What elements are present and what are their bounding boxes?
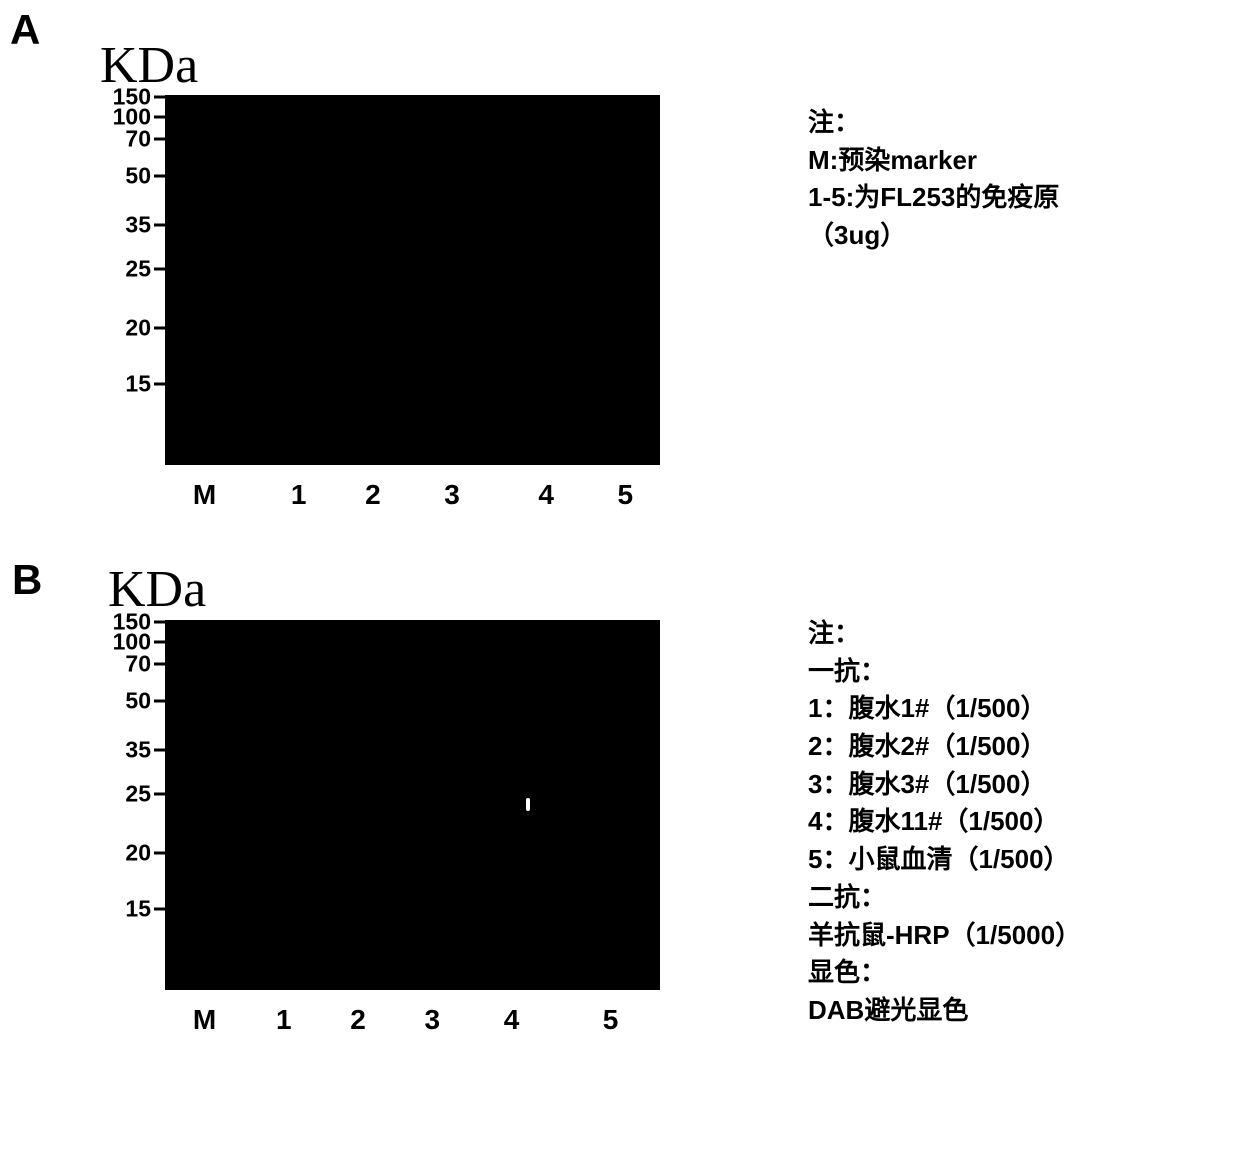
panel-a-mw-value: 35: [125, 211, 151, 238]
panel-a-lane-label: 1: [291, 479, 307, 511]
panel-b-mw-label: 70: [125, 651, 165, 678]
panel-b-notes-line: 5：小鼠血清（1/500）: [808, 841, 1081, 879]
panel-b-mw-value: 50: [125, 688, 151, 715]
tick-dash: [154, 852, 165, 855]
panel-a-lane-label: 5: [618, 479, 634, 511]
panel-b-notes: 注：一抗：1：腹水1#（1/500）2：腹水2#（1/500）3：腹水3#（1/…: [808, 615, 1081, 1030]
panel-b-lane-label: 5: [603, 1004, 619, 1036]
panel-a-notes-line: 1-5:为FL253的免疫原: [808, 179, 1059, 217]
panel-a-mw-labels: 150100705035252015: [103, 95, 165, 465]
panel-b-mw-value: 35: [125, 736, 151, 763]
panel-a-label: A: [10, 6, 40, 54]
panel-b-mw-value: 70: [125, 651, 151, 678]
panel-b-mw-value: 20: [125, 840, 151, 867]
panel-a-lane-label: 4: [538, 479, 554, 511]
tick-dash: [154, 223, 165, 226]
panel-b-mw-value: 15: [125, 895, 151, 922]
panel-a-mw-label: 25: [125, 255, 165, 282]
panel-b-mw-label: 25: [125, 780, 165, 807]
panel-a-mw-label: 35: [125, 211, 165, 238]
panel-b-notes-line: 羊抗鼠-HRP（1/5000）: [808, 917, 1081, 955]
tick-dash: [154, 138, 165, 141]
panel-a-lane-label: M: [193, 479, 216, 511]
panel-a-notes-line: M:预染marker: [808, 142, 1059, 180]
panel-a-lane-label: 2: [365, 479, 381, 511]
panel-b-lane-label: 3: [425, 1004, 441, 1036]
panel-a-mw-label: 50: [125, 163, 165, 190]
tick-dash: [154, 95, 165, 98]
panel-a-mw-label: 15: [125, 370, 165, 397]
panel-a-mw-label: 70: [125, 126, 165, 153]
tick-dash: [154, 267, 165, 270]
panel-a-mw-label: 20: [125, 315, 165, 342]
panel-b-notes-heading: 注：: [808, 615, 1081, 653]
panel-a-mw-value: 70: [125, 126, 151, 153]
panel-b-mw-label: 35: [125, 736, 165, 763]
panel-a-mw-value: 25: [125, 255, 151, 282]
panel-b-notes-line: 1：腹水1#（1/500）: [808, 690, 1081, 728]
panel-b-lane-label: 4: [504, 1004, 520, 1036]
panel-b-notes-line: 一抗：: [808, 653, 1081, 691]
tick-dash: [154, 382, 165, 385]
panel-b-mw-label: 15: [125, 895, 165, 922]
panel-a-lane-label: 3: [444, 479, 460, 511]
panel-a-mw-value: 20: [125, 315, 151, 342]
panel-a-notes-heading: 注：: [808, 104, 1059, 142]
tick-dash: [154, 907, 165, 910]
panel-b-notes-line: 4：腹水11#（1/500）: [808, 803, 1081, 841]
panel-b-lane-label: 1: [276, 1004, 292, 1036]
tick-dash: [154, 620, 165, 623]
tick-dash: [154, 327, 165, 330]
tick-dash: [154, 700, 165, 703]
panel-b-gel: 150100705035252015 M12345: [165, 620, 660, 990]
panel-b-gel-wrap: 150100705035252015 M12345: [165, 620, 660, 990]
panel-b-notes-line: 3：腹水3#（1/500）: [808, 766, 1081, 804]
tick-dash: [154, 663, 165, 666]
tick-dash: [154, 641, 165, 644]
panel-b-mw-labels: 150100705035252015: [103, 620, 165, 990]
panel-b-label: B: [12, 556, 42, 604]
panel-b-lane-label: M: [193, 1004, 216, 1036]
tick-dash: [154, 792, 165, 795]
panel-a-gel-wrap: 150100705035252015 M12345: [165, 95, 660, 465]
panel-b-notes-line: DAB避光显色: [808, 992, 1081, 1030]
panel-b-mw-label: 50: [125, 688, 165, 715]
panel-b-lane-label: 2: [350, 1004, 366, 1036]
tick-dash: [154, 175, 165, 178]
panel-a-gel: 150100705035252015 M12345: [165, 95, 660, 465]
panel-a-mw-value: 50: [125, 163, 151, 190]
panel-a-notes: 注：M:预染marker1-5:为FL253的免疫原（3ug）: [808, 104, 1059, 255]
panel-b-mw-value: 25: [125, 780, 151, 807]
panel-b-notes-line: 显色：: [808, 954, 1081, 992]
panel-b-band-speck: [526, 798, 530, 811]
tick-dash: [154, 116, 165, 119]
panel-b-notes-line: 二抗：: [808, 879, 1081, 917]
panel-a-mw-value: 15: [125, 370, 151, 397]
panel-a-notes-line: （3ug）: [808, 217, 1059, 255]
tick-dash: [154, 748, 165, 751]
panel-b-notes-line: 2：腹水2#（1/500）: [808, 728, 1081, 766]
panel-b-mw-label: 20: [125, 840, 165, 867]
